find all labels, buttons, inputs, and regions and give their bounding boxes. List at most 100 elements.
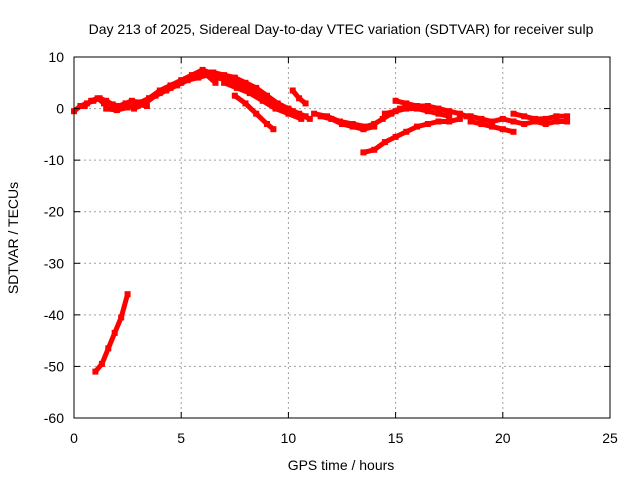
data-point (435, 110, 442, 117)
data-point (264, 95, 270, 102)
data-point (456, 115, 463, 122)
data-point (178, 79, 185, 86)
series-arc-late-c (510, 110, 571, 122)
data-point (360, 126, 367, 133)
data-point (253, 110, 260, 117)
data-point (306, 115, 313, 122)
data-point (328, 115, 335, 122)
data-point (141, 100, 148, 107)
data-point (542, 115, 549, 122)
data-point (311, 110, 318, 117)
data-point (221, 72, 228, 79)
data-point (118, 314, 125, 321)
data-point (92, 368, 99, 375)
data-point (199, 72, 206, 79)
data-point (403, 128, 410, 135)
data-point (446, 108, 453, 115)
data-point (264, 121, 270, 127)
data-point (371, 123, 378, 130)
data-point (221, 79, 228, 86)
data-point (81, 103, 88, 109)
y-tick-label: 10 (48, 49, 64, 65)
series-arc-flat-16b (381, 105, 453, 120)
data-point (446, 113, 453, 120)
series-arc-late-a (467, 113, 571, 127)
data-point (510, 128, 517, 135)
data-point (564, 113, 571, 120)
data-point (113, 107, 120, 114)
data-point (499, 115, 506, 122)
x-tick-label: 0 (70, 430, 78, 446)
data-point (478, 115, 485, 122)
data-point (379, 115, 386, 122)
data-point (360, 149, 367, 156)
data-point (199, 66, 206, 73)
data-point (289, 108, 296, 115)
x-tick-label: 20 (495, 430, 511, 446)
data-point (532, 115, 538, 122)
data-point (251, 87, 258, 94)
data-point (101, 100, 107, 107)
series-arc-late-drop (231, 92, 277, 133)
y-axis-label: SDTVAR / TECUs (5, 182, 21, 294)
x-tick-label: 15 (388, 430, 404, 446)
y-tick-label: -40 (44, 307, 64, 323)
data-point (285, 110, 292, 117)
data-point (521, 121, 528, 127)
data-point (339, 121, 345, 127)
series-layer (71, 66, 571, 375)
data-point (188, 74, 195, 81)
data-point (414, 105, 420, 112)
data-point (146, 95, 152, 102)
data-point (424, 103, 431, 109)
data-point (298, 115, 305, 122)
series-line (468, 113, 570, 127)
data-point (156, 90, 163, 97)
data-point (276, 103, 283, 109)
y-tick-label: -10 (44, 152, 64, 168)
data-point (103, 105, 110, 112)
series-arc-mid-low (317, 113, 378, 133)
data-point (456, 110, 463, 117)
data-point (302, 100, 309, 107)
x-axis-label: GPS time / hours (288, 457, 395, 473)
y-tick-label: -50 (44, 358, 64, 374)
data-point (225, 77, 232, 84)
data-point (105, 345, 112, 352)
data-point (489, 118, 496, 125)
data-point (272, 105, 279, 112)
data-point (435, 105, 442, 112)
data-point (467, 118, 474, 125)
data-point (499, 126, 506, 133)
data-point (478, 121, 485, 127)
data-point (371, 146, 378, 153)
data-point (124, 291, 131, 298)
data-point (212, 74, 219, 81)
data-point (231, 74, 238, 81)
data-point (128, 97, 135, 104)
data-point (510, 110, 517, 117)
y-tick-label: 0 (56, 101, 64, 117)
y-tick-label: -20 (44, 204, 64, 220)
data-point (381, 110, 388, 117)
data-point (296, 95, 303, 102)
data-point (510, 118, 517, 125)
data-point (403, 100, 410, 107)
data-point (270, 126, 277, 133)
data-point (467, 113, 474, 120)
x-tick-label: 10 (281, 430, 297, 446)
series-arc-peak-c (221, 79, 305, 122)
data-point (463, 113, 470, 120)
data-point (231, 92, 238, 99)
data-point (553, 113, 560, 120)
data-point (553, 118, 560, 125)
data-point (238, 82, 245, 89)
data-point (111, 329, 118, 336)
series-arc-rising-3 (146, 72, 206, 102)
data-point (424, 121, 431, 127)
series-arc-peak-b (212, 74, 309, 120)
data-point (349, 123, 356, 130)
data-point (212, 79, 219, 86)
